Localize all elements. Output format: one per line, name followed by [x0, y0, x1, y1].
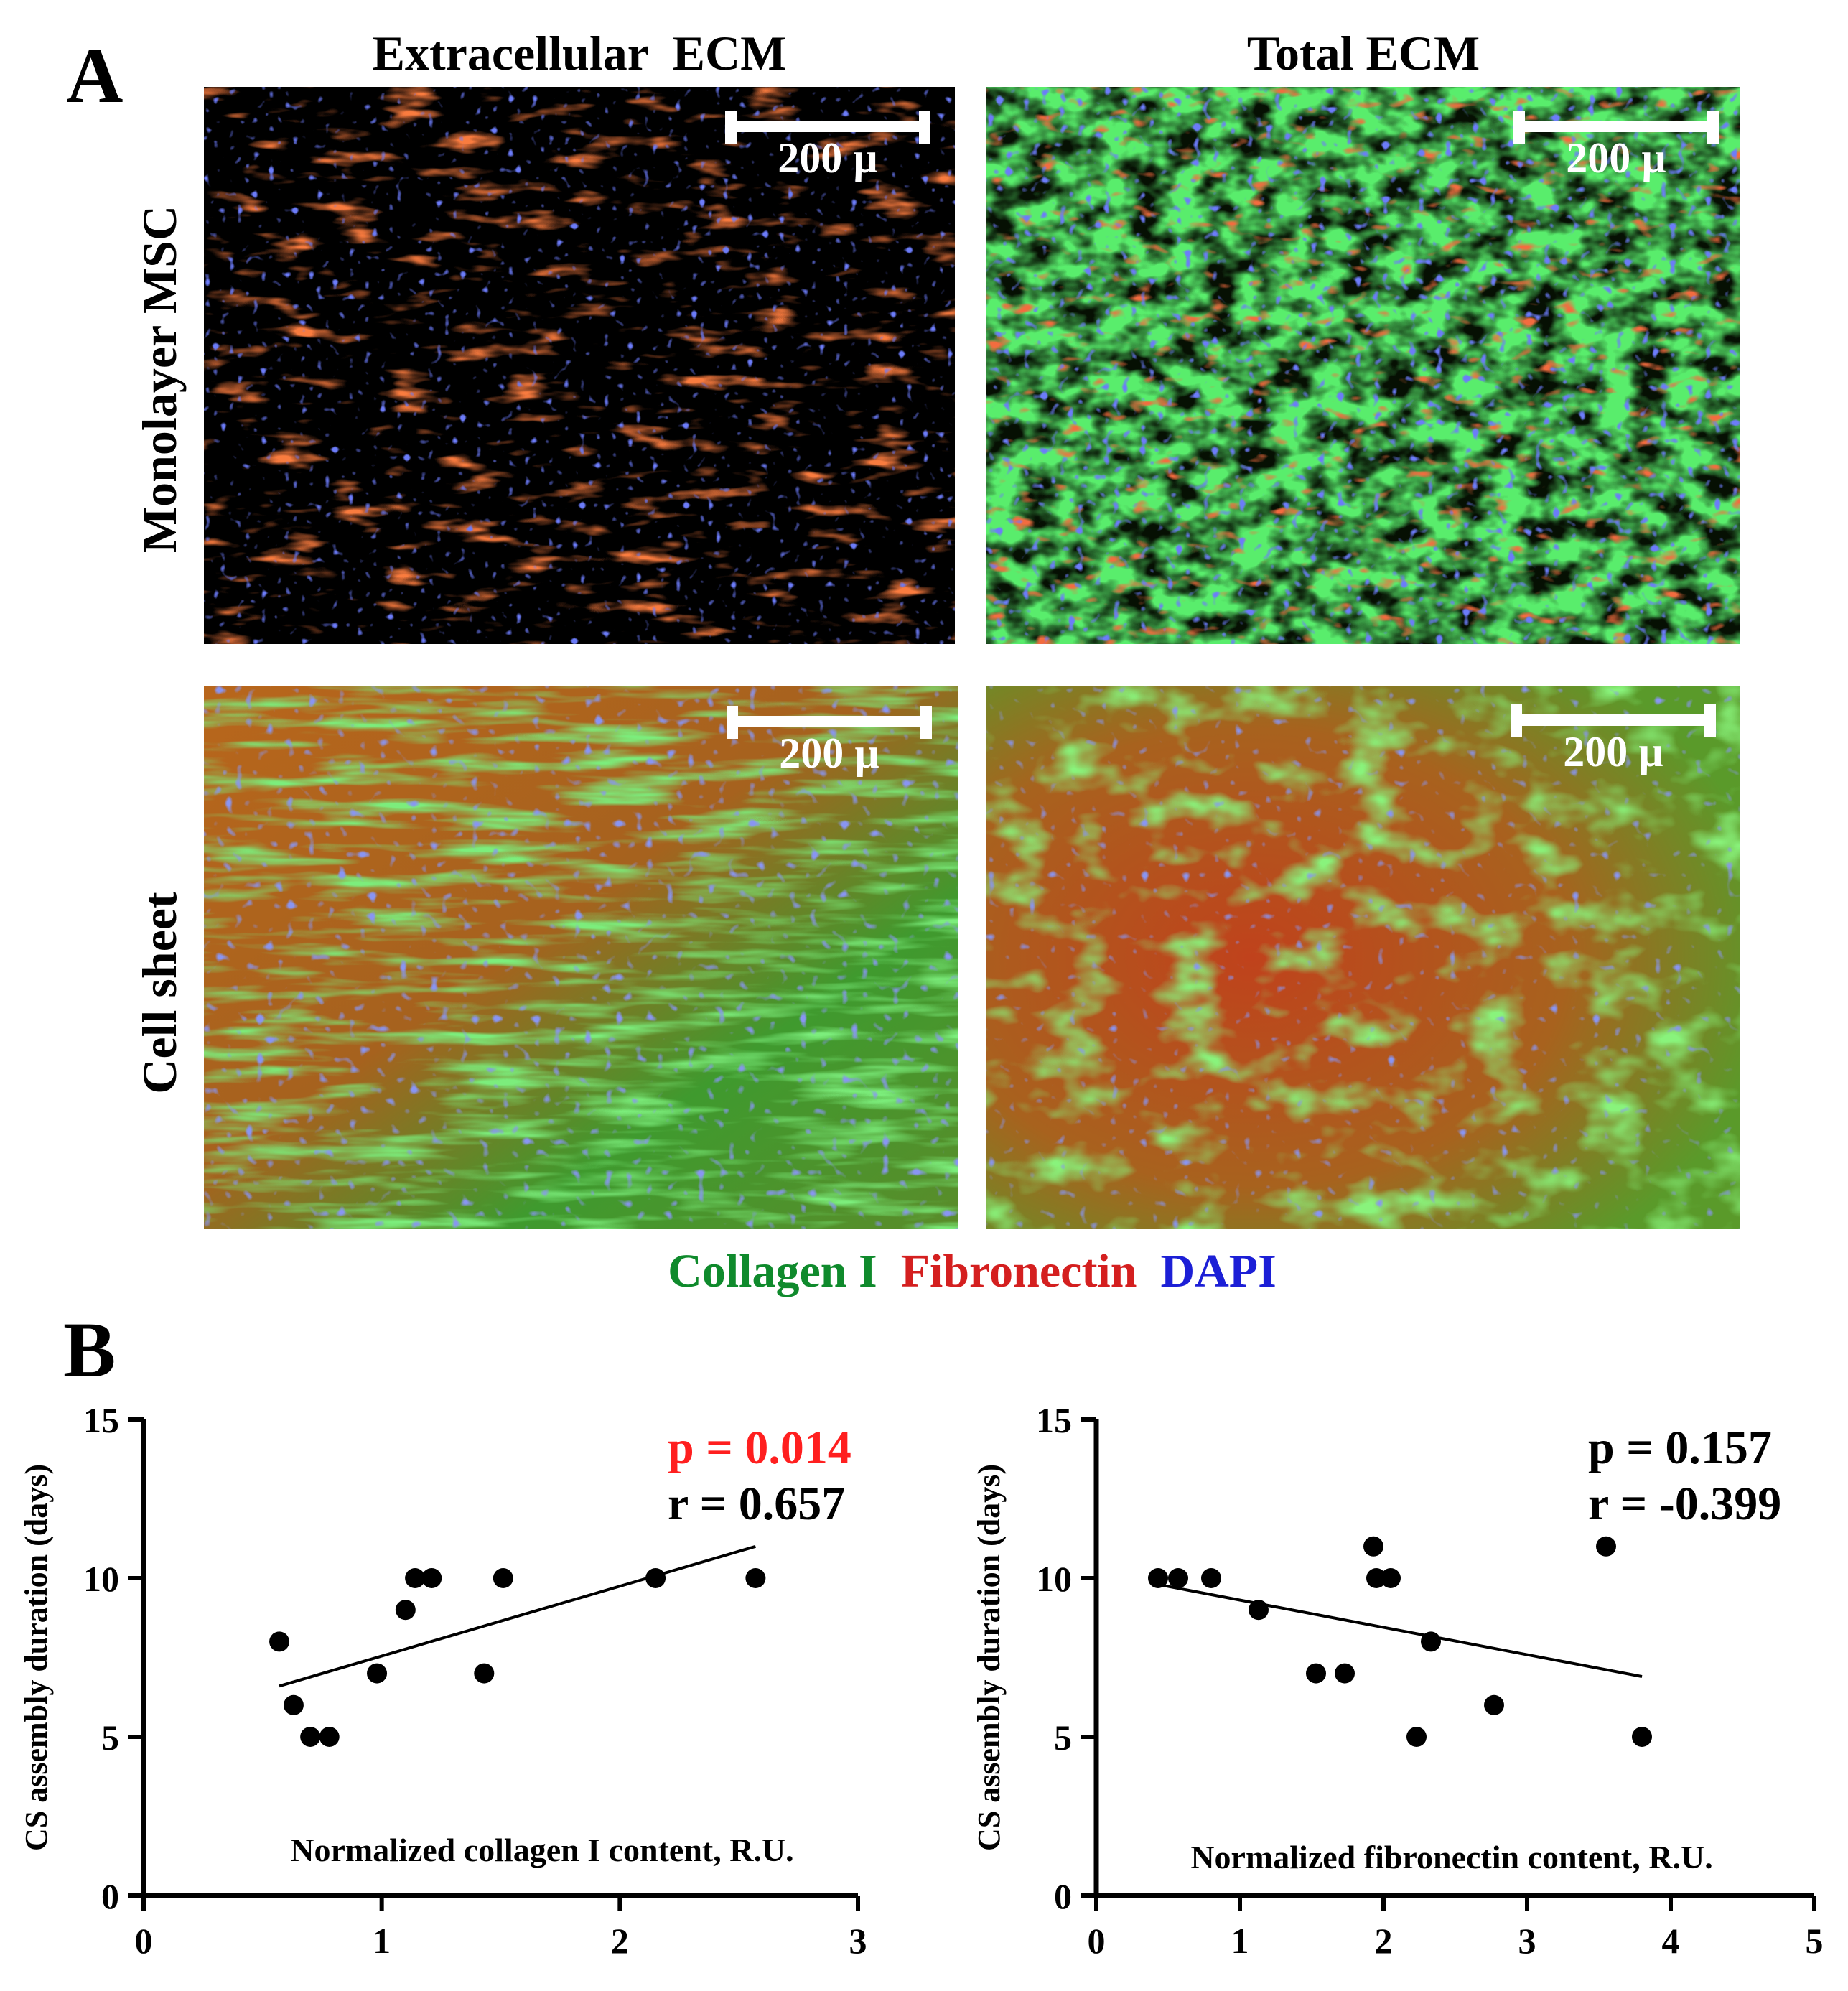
stat-annotation: p = 0.157 [1588, 1422, 1772, 1474]
data-point [1421, 1631, 1441, 1652]
data-point [421, 1568, 442, 1588]
y-tick-label: 5 [101, 1717, 119, 1758]
data-point [1168, 1568, 1188, 1588]
x-tick-label: 2 [1375, 1921, 1393, 1961]
x-tick-label: 0 [135, 1921, 153, 1961]
y-tick-label: 10 [1036, 1559, 1072, 1599]
micrograph-cellsheet-total [986, 686, 1740, 1229]
data-point [1366, 1568, 1386, 1588]
data-point [493, 1568, 513, 1588]
legend-fibronectin: Fibronectin [900, 1245, 1137, 1297]
y-tick-label: 10 [83, 1559, 119, 1599]
data-point [300, 1727, 321, 1747]
x-tick-label: 5 [1806, 1921, 1824, 1961]
legend-dapi: DAPI [1160, 1245, 1277, 1297]
x-tick-label: 4 [1662, 1921, 1680, 1961]
y-tick-label: 15 [1036, 1400, 1072, 1440]
stain-legend: Collagen I Fibronectin DAPI [204, 1248, 1740, 1295]
scale-bar-label: 200 µ [779, 729, 879, 777]
y-tick-label: 15 [83, 1400, 119, 1440]
y-tick-label: 0 [101, 1876, 119, 1916]
data-point [1381, 1568, 1401, 1588]
stat-annotation: r = 0.657 [668, 1478, 845, 1530]
scatter-plot-fibronectin: 0 5 10 15 0 1 2 3 4 5 CS assembly duration (days) N… [924, 1350, 1848, 1987]
scale-bar: 200 µ [727, 706, 932, 788]
x-tick-label: 3 [849, 1921, 867, 1961]
scale-bar-label: 200 µ [1566, 134, 1666, 182]
data-point [283, 1694, 304, 1715]
legend-collagen: Collagen I [668, 1245, 877, 1297]
micrograph-monolayer-total [986, 87, 1740, 644]
data-point [1363, 1536, 1383, 1557]
row-header-cell-sheet: Cell sheet [132, 892, 187, 1094]
regression-line [1157, 1582, 1643, 1678]
scale-bar-label: 200 µ [1563, 728, 1663, 775]
stat-annotation: p = 0.014 [668, 1422, 851, 1474]
x-tick-label: 1 [373, 1921, 391, 1961]
row-header-monolayer: Monolayer MSC [132, 205, 187, 554]
x-tick-label: 1 [1231, 1921, 1249, 1961]
data-point [319, 1727, 340, 1747]
x-tick-label: 2 [611, 1921, 629, 1961]
data-point [1148, 1568, 1168, 1588]
micrograph-monolayer-extracellular [204, 87, 955, 644]
data-point [1596, 1536, 1616, 1557]
x-tick-label: 3 [1518, 1921, 1536, 1961]
micrograph-cellsheet-extracellular [204, 686, 958, 1229]
panel-a-letter: A [66, 32, 123, 119]
data-point [269, 1631, 290, 1652]
x-axis-label: Normalized collagen I content, R.U. [290, 1832, 793, 1868]
scatter-plot-collagen: 0 5 10 15 0 1 2 3 CS assembly duration (days) Nor… [0, 1350, 924, 1987]
y-axis-label: CS assembly duration (days) [19, 1464, 54, 1851]
data-point [395, 1600, 416, 1621]
data-point [1306, 1663, 1326, 1684]
data-point [367, 1663, 388, 1684]
column-header-total: Total ECM [1246, 26, 1480, 80]
scale-bar: 200 µ [1511, 704, 1716, 786]
scale-bar-label: 200 µ [778, 134, 878, 182]
scale-bar: 200 µ [1513, 111, 1719, 192]
data-point [474, 1663, 495, 1684]
data-point [1484, 1694, 1504, 1715]
data-point [645, 1568, 666, 1588]
y-tick-label: 0 [1054, 1876, 1072, 1916]
x-axis-label: Normalized fibronectin content, R.U. [1190, 1839, 1712, 1875]
column-header-extracellular: Extracellular ECM [372, 26, 787, 80]
panel-b-letter: B [63, 1306, 116, 1394]
data-point [745, 1568, 766, 1588]
y-axis-label: CS assembly duration (days) [971, 1464, 1007, 1851]
data-point [1335, 1663, 1355, 1684]
data-point [1249, 1600, 1269, 1621]
y-tick-label: 5 [1054, 1717, 1072, 1758]
regression-line [279, 1544, 756, 1688]
stat-annotation: r = -0.399 [1588, 1478, 1781, 1530]
data-point [1406, 1727, 1427, 1747]
scale-bar: 200 µ [725, 111, 930, 192]
data-point [1201, 1568, 1221, 1588]
data-point [1632, 1727, 1652, 1747]
x-tick-label: 0 [1088, 1921, 1106, 1961]
data-point [405, 1568, 426, 1588]
